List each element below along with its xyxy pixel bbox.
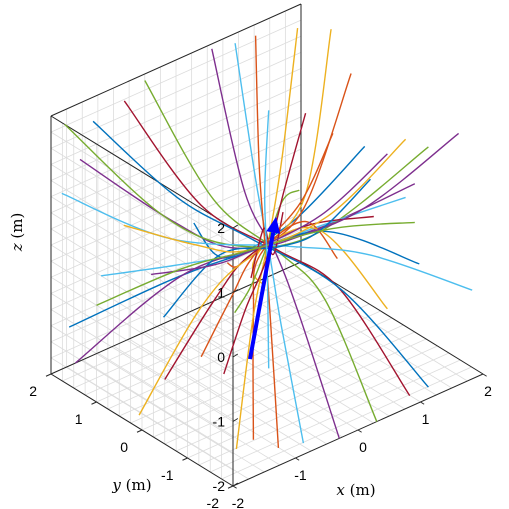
streamlines [61,28,473,450]
y-tick-mark [136,429,143,433]
side-wall-grid-line [50,357,234,471]
floor-grid-line [210,359,461,473]
side-wall-grid-line [50,131,234,245]
side-wall-grid-line [50,180,234,293]
z-tick-label: 2 [217,220,225,236]
y-tick-mark [227,485,234,489]
streamline [64,123,429,248]
x-tick-label: -1 [294,467,307,483]
back-wall-grid-line [50,132,302,246]
side-wall-grid-line [50,309,234,422]
floor-grid-line [164,331,415,445]
floor-grid-line [221,366,472,480]
x-tick-label: 1 [422,411,430,427]
back-wall-grid-line [50,68,302,181]
z-tick-mark [232,289,239,293]
side-wall-grid-line [50,147,234,261]
axis-edge [50,115,234,229]
streamline [164,215,374,380]
z-tick-mark [232,353,239,358]
y-tick-label: -1 [161,467,174,483]
back-wall-grid-line [50,52,302,165]
z-tick-label: -2 [213,478,226,494]
x-axis-var: x [336,481,345,499]
streamline [96,221,415,306]
y-tick-label: 0 [120,439,128,455]
x-axis-unit: (m) [345,481,376,499]
floor-grid-line [175,338,427,452]
back-wall-grid-line [50,84,302,197]
back-wall-grid-line [50,213,302,326]
y-tick-label: 2 [29,383,37,399]
back-wall-grid-line [50,35,302,149]
z-tick-mark [232,418,239,422]
z-tick-label: -1 [213,414,226,430]
streamline [92,120,429,388]
side-wall-grid-line [50,196,234,309]
side-wall-grid-line [50,244,234,358]
z-tick-label: 1 [217,285,225,301]
x-tick-mark [420,401,425,405]
x-tick-label: 0 [359,439,367,455]
floor-grid-line [153,324,404,438]
z-tick-mark [232,224,239,229]
side-wall-grid-line [50,293,234,406]
z-axis-var: z [8,243,26,252]
y-axis-label: y (m) [111,476,151,494]
side-wall-grid-line [50,164,234,277]
floor-grid-line [96,289,347,403]
y-axis-unit: (m) [121,476,152,494]
floor-grid-line [62,268,313,382]
y-axis-var: y [111,476,121,494]
arrow-head [266,216,281,234]
streamline [61,192,473,291]
arrow-shaft [248,232,276,360]
streamline [211,48,340,439]
side-wall-grid-line [50,325,234,438]
back-wall-grid-line [50,116,302,230]
floor-grid-line [198,352,450,466]
x-axis-label: x (m) [336,481,375,499]
z-tick-mark [232,482,239,487]
back-wall-grid-line [50,100,302,214]
back-wall-grid-line [50,19,302,133]
streamline [200,133,334,358]
z-axis-unit: (m) [8,213,26,244]
x-tick-mark [295,457,300,461]
x-tick-label: -2 [232,495,245,509]
z-axis-label: z (m) [8,213,26,253]
floor-grid-line [187,345,438,459]
floor-grid-line [119,303,370,417]
x-tick-mark [357,429,362,433]
direction-arrow [248,216,281,360]
floor-grid-line [73,275,324,389]
y-tick-label: 1 [75,411,83,427]
x-tick-mark [482,373,487,377]
x-tick-mark [232,485,237,489]
back-wall-grid-line [50,164,302,278]
tick-labels: -2 -1 0 1 2 -2 -1 0 1 2 -2 -1 0 1 2 [29,220,492,509]
streamline [162,178,371,318]
streamline [263,110,270,369]
floor-grid-line [141,317,393,431]
axis-edge [50,3,302,117]
x-tick-label: 2 [484,383,492,399]
streamline [123,100,411,396]
y-tick-label: -2 [207,495,220,509]
y-tick-mark [182,457,188,461]
streamline [254,35,280,448]
z-tick-label: 0 [217,349,225,365]
y-tick-mark [45,373,52,377]
streamline [74,132,460,364]
streamline [234,189,300,314]
y-tick-mark [91,401,97,405]
back-wall-grid-line [50,197,302,310]
